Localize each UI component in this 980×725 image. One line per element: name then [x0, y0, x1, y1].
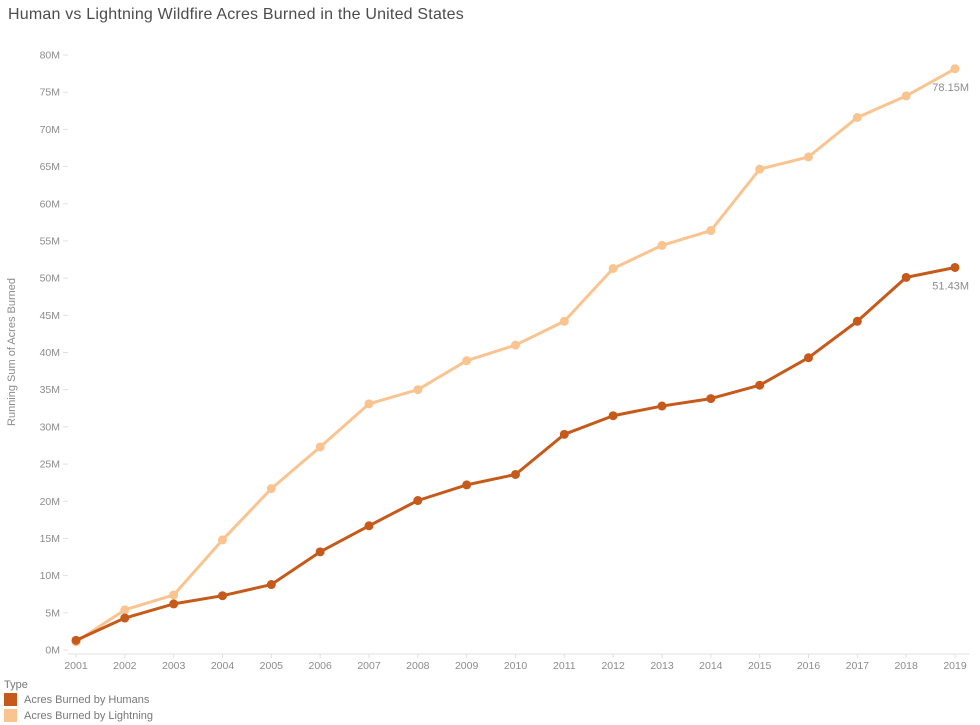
y-tick-label: 55M — [40, 235, 60, 247]
x-tick-label: 2017 — [846, 660, 870, 672]
series-line — [74, 67, 957, 644]
y-tick-label: 75M — [40, 87, 60, 99]
x-tick-label: 2007 — [357, 660, 381, 672]
y-tick-label: 65M — [40, 161, 60, 173]
line-chart: Running Sum of Acres Burned 0M 5M 10M 15M 20… — [6, 50, 970, 672]
data-point[interactable] — [510, 469, 520, 479]
legend-swatch — [4, 693, 17, 706]
x-tick-label: 2015 — [748, 660, 772, 672]
data-point[interactable] — [657, 401, 667, 411]
x-tick-label: 2018 — [894, 660, 918, 672]
legend-swatch — [4, 709, 17, 722]
legend-item[interactable]: Acres Burned by Lightning — [4, 709, 153, 722]
data-point[interactable] — [901, 272, 911, 282]
chart-title: Human vs Lightning Wildfire Acres Burned… — [8, 6, 464, 23]
data-point[interactable] — [901, 91, 911, 101]
x-tick-label: 2008 — [406, 660, 430, 672]
y-tick-label: 25M — [40, 459, 60, 471]
data-point[interactable] — [852, 112, 862, 122]
y-axis-title: Running Sum of Acres Burned — [6, 278, 18, 426]
y-tick-label: 70M — [40, 124, 60, 136]
data-point[interactable] — [217, 591, 227, 601]
data-point[interactable] — [706, 226, 716, 236]
data-point[interactable] — [462, 480, 472, 490]
x-tick-label: 2019 — [943, 660, 967, 672]
data-point[interactable] — [413, 496, 423, 506]
data-point[interactable] — [852, 316, 862, 326]
y-tick-label: 40M — [40, 347, 60, 359]
x-tick-label: 2012 — [601, 660, 625, 672]
data-point[interactable] — [413, 385, 423, 395]
data-point[interactable] — [217, 535, 227, 545]
series-layer — [71, 64, 960, 647]
y-tick-label: 20M — [40, 496, 60, 508]
data-point[interactable] — [315, 547, 325, 557]
y-tick-label: 80M — [40, 50, 60, 62]
y-tick-label: 30M — [40, 421, 60, 433]
legend-rows: Acres Burned by Humans Acres Burned by Li… — [4, 693, 153, 722]
x-tick-label: 2010 — [504, 660, 528, 672]
data-point[interactable] — [608, 411, 618, 421]
data-point[interactable] — [169, 590, 179, 600]
data-point[interactable] — [266, 484, 276, 494]
data-point[interactable] — [315, 442, 325, 452]
data-point[interactable] — [608, 263, 618, 273]
legend-title: Type — [4, 679, 28, 691]
data-point[interactable] — [120, 605, 130, 615]
data-point[interactable] — [657, 240, 667, 250]
data-point[interactable] — [803, 353, 813, 363]
x-tick-label: 2013 — [650, 660, 674, 672]
data-point[interactable] — [559, 429, 569, 439]
data-point[interactable] — [266, 580, 276, 590]
legend-item[interactable]: Acres Burned by Humans — [4, 693, 153, 706]
data-point[interactable] — [803, 152, 813, 162]
series-line — [74, 265, 957, 642]
x-tick-label: 2005 — [260, 660, 284, 672]
legend: Type Acres Burned by Humans Acres Burned … — [4, 679, 153, 725]
data-point[interactable] — [462, 356, 472, 366]
x-tick-label: 2011 — [553, 660, 576, 672]
axis-layer: 0M 5M 10M 15M 20M 25M 30M 35M 40M 45M 50M 55M 60M 65M… — [40, 50, 970, 672]
y-tick-label: 45M — [40, 310, 60, 322]
y-tick-label: 50M — [40, 273, 60, 285]
y-tick-label: 10M — [40, 570, 60, 582]
data-point[interactable] — [755, 380, 765, 390]
data-point[interactable] — [364, 521, 374, 531]
x-tick-label: 2001 — [64, 660, 88, 672]
y-tick-label: 15M — [40, 533, 60, 545]
x-tick-label: 2003 — [162, 660, 186, 672]
x-tick-label: 2004 — [211, 660, 235, 672]
x-tick-label: 2016 — [797, 660, 821, 672]
y-tick-label: 35M — [40, 384, 60, 396]
data-point[interactable] — [755, 164, 765, 174]
y-tick-label: 5M — [45, 607, 60, 619]
y-tick-label: 0M — [45, 645, 60, 657]
label-layer: 51.43M 78.15M — [932, 82, 969, 293]
legend-label: Acres Burned by Lightning — [24, 709, 154, 722]
data-point[interactable] — [169, 599, 179, 609]
x-tick-label: 2009 — [455, 660, 479, 672]
series-end-label: 78.15M — [932, 82, 969, 94]
data-point[interactable] — [706, 394, 716, 404]
data-point[interactable] — [71, 635, 81, 645]
legend-label: Acres Burned by Humans — [24, 693, 150, 706]
data-point[interactable] — [950, 64, 960, 74]
data-point[interactable] — [950, 262, 960, 272]
x-tick-label: 2002 — [113, 660, 137, 672]
data-point[interactable] — [510, 340, 520, 350]
series-end-label: 51.43M — [932, 280, 969, 292]
data-point[interactable] — [364, 399, 374, 409]
y-tick-label: 60M — [40, 198, 60, 210]
x-tick-label: 2006 — [308, 660, 332, 672]
data-point[interactable] — [559, 316, 569, 326]
data-point[interactable] — [120, 613, 130, 623]
x-tick-label: 2014 — [699, 660, 723, 672]
